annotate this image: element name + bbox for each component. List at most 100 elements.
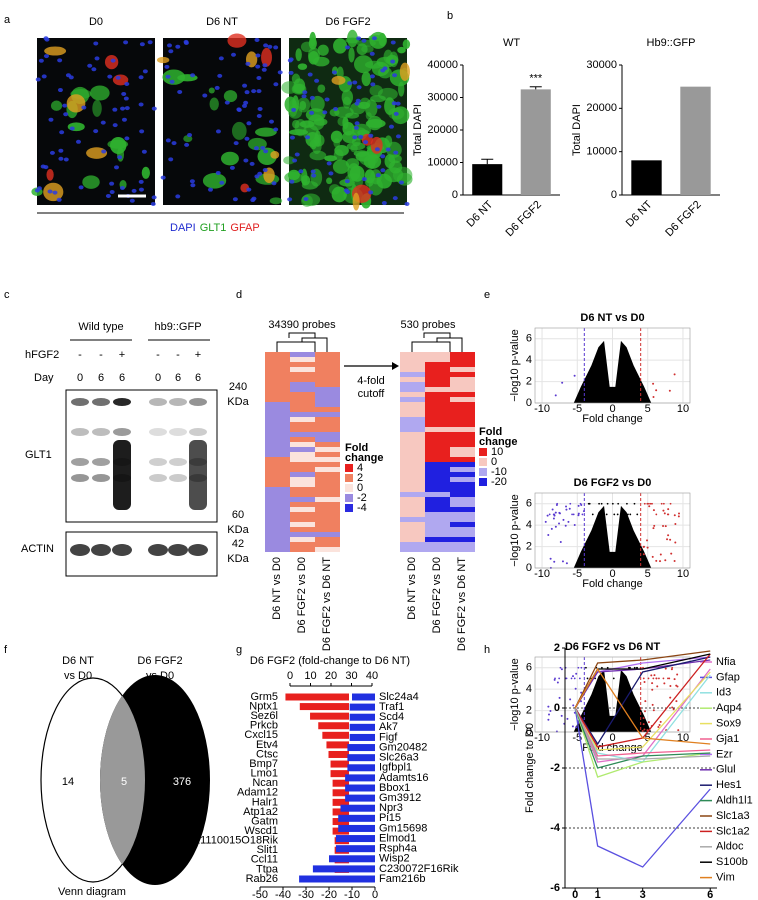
- y-tick-label: 40000: [427, 59, 458, 71]
- gene-label: Wscd1: [244, 825, 278, 837]
- gfap-signal: [46, 168, 54, 181]
- gene-label: Ctsc: [256, 748, 279, 760]
- marker: KDa: [227, 396, 249, 408]
- dapi-nucleus: [353, 125, 359, 130]
- significant-point: [652, 382, 655, 385]
- top-tick-label: 10: [304, 670, 316, 682]
- heatmap-cell: [400, 432, 425, 437]
- glt1-signal: [292, 95, 299, 113]
- significant-point: [573, 374, 576, 377]
- legend-label: Aqp4: [716, 702, 742, 714]
- dapi-nucleus: [326, 161, 332, 166]
- dapi-nucleus: [105, 193, 111, 198]
- heatmap-cell: [315, 357, 340, 362]
- capped-point: [571, 513, 573, 516]
- heatmap-cell: [290, 537, 315, 542]
- heatmap-cell: [315, 477, 340, 482]
- dapi-nucleus: [244, 136, 250, 141]
- dapi-nucleus: [354, 101, 360, 106]
- glt1-signal: [202, 172, 227, 189]
- band: [112, 544, 132, 556]
- dapi-nucleus: [273, 45, 279, 50]
- significant-point: [667, 508, 670, 511]
- legend-title: Fold: [479, 426, 502, 438]
- x-tick-label: 1: [595, 889, 601, 900]
- significant-point: [547, 705, 550, 708]
- x-tick-label: -10: [534, 403, 550, 415]
- legend-label: -20: [491, 476, 507, 488]
- heatmap-cell: [450, 367, 475, 372]
- dapi-nucleus: [41, 74, 47, 79]
- gene-label: Ttpa: [256, 863, 279, 875]
- heatmap-cell: [425, 407, 450, 412]
- y-axis-label: −log10 p-value: [509, 658, 521, 730]
- band: [92, 428, 110, 436]
- dapi-nucleus: [141, 149, 147, 154]
- heatmap-cell: [315, 537, 340, 542]
- micrograph: [156, 33, 283, 205]
- heatmap-cell: [265, 422, 290, 427]
- gene-label: Slc24a4: [379, 691, 419, 703]
- glt1-signal: [223, 90, 238, 103]
- dapi-nucleus: [322, 110, 328, 115]
- dapi-nucleus: [303, 196, 309, 201]
- significant-point: [548, 713, 551, 716]
- capped-point: [570, 677, 573, 680]
- heatmap-cell: [315, 497, 340, 502]
- significant-point: [551, 508, 554, 511]
- heatmap-cell: [290, 467, 315, 472]
- significant-point: [567, 520, 570, 523]
- significant-point: [653, 524, 656, 527]
- legend-label: Vim: [716, 872, 735, 884]
- dapi-nucleus: [331, 70, 337, 75]
- dapi-nucleus: [292, 158, 298, 163]
- column-label: D6 NT vs D0: [271, 557, 283, 620]
- gene-label: Traf1: [379, 701, 404, 713]
- dapi-nucleus: [289, 135, 295, 140]
- heatmap-cell: [290, 502, 315, 507]
- chart-title: D6 FGF2 (fold-change to D6 NT): [250, 655, 410, 667]
- glt1-signal: [208, 87, 215, 94]
- capped-point: [636, 666, 638, 669]
- y-tick-label: 6: [526, 662, 532, 674]
- heatmap-cell: [425, 417, 450, 422]
- significant-point: [652, 709, 655, 712]
- legend-label: Slc1a3: [716, 810, 750, 822]
- heatmap-cell: [315, 397, 340, 402]
- legend-label: Id3: [716, 687, 731, 699]
- capped-point: [581, 513, 584, 516]
- capped-point: [598, 502, 600, 505]
- heatmap-cell: [265, 397, 290, 402]
- heatmap-cell: [450, 427, 475, 432]
- significant-point: [577, 512, 580, 515]
- venn-shapes: [40, 675, 210, 885]
- dapi-nucleus: [168, 49, 174, 54]
- day: 0: [77, 372, 83, 384]
- heatmap-cell: [450, 517, 475, 522]
- bar-down: [345, 794, 375, 802]
- significant-point: [663, 682, 666, 685]
- gene-label: Figf: [379, 731, 398, 743]
- heatmap-cell: [290, 512, 315, 517]
- bar-down: [340, 804, 375, 812]
- heatmap-cell: [400, 542, 425, 547]
- significant-point: [558, 696, 561, 699]
- stain-legend: GLT1: [200, 222, 227, 234]
- heatmap-cell: [265, 542, 290, 547]
- heatmap-cell: [400, 512, 425, 517]
- heatmap-cell: [450, 422, 475, 427]
- dapi-nucleus: [139, 42, 145, 47]
- heatmap-cell: [265, 407, 290, 412]
- dapi-nucleus: [244, 90, 250, 95]
- dapi-nucleus: [343, 188, 349, 193]
- significant-point: [644, 700, 647, 703]
- gene-label: Npr3: [379, 802, 403, 814]
- dapi-nucleus: [219, 180, 225, 185]
- y-tick-label: 2: [526, 540, 532, 552]
- dapi-nucleus: [63, 157, 69, 162]
- dapi-nucleus: [398, 180, 404, 185]
- heatmap-cell: [425, 437, 450, 442]
- bar-down: [349, 703, 375, 711]
- heatmap-cell: [315, 437, 340, 442]
- heatmap-cell: [315, 452, 340, 457]
